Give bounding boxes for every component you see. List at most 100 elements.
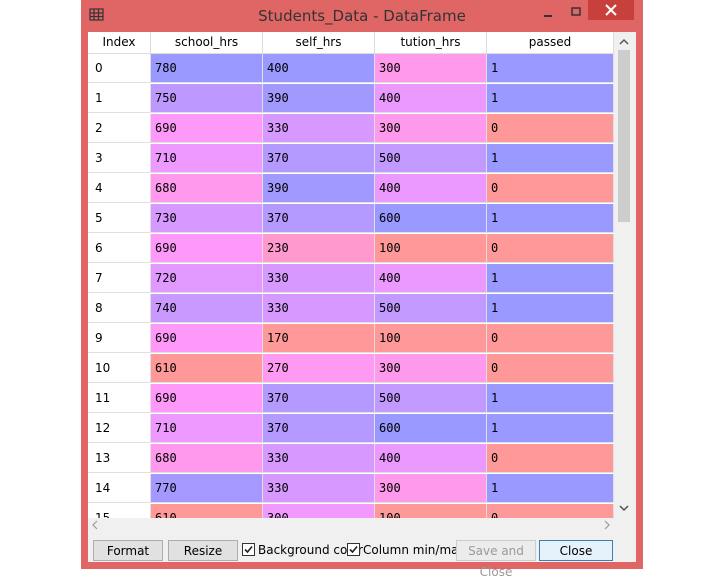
table-cell: 720	[151, 264, 263, 293]
table-cell: 300	[375, 474, 487, 503]
column-header: school_hrs	[151, 32, 263, 54]
row-index: 4	[88, 174, 151, 203]
row-index: 12	[88, 414, 151, 443]
table-cell: 500	[375, 384, 487, 413]
row-index: 7	[88, 264, 151, 293]
table-cell: 690	[151, 114, 263, 143]
table-cell: 1	[487, 414, 614, 443]
table-cell: 1	[487, 264, 614, 293]
table-cell: 750	[151, 84, 263, 113]
data-table: Index school_hrs self_hrs tution_hrs passed 0…	[88, 32, 614, 518]
table-cell: 690	[151, 324, 263, 353]
table-cell: 300	[375, 54, 487, 83]
table-cell: 100	[375, 234, 487, 263]
table-cell: 1	[487, 144, 614, 173]
check-box[interactable]	[347, 543, 360, 556]
page: Students_Data - DataFrame Index school_hr…	[81, 0, 643, 579]
row-index: 9	[88, 324, 151, 353]
row-index: 8	[88, 294, 151, 323]
table-cell: 780	[151, 54, 263, 83]
table-cell: 500	[375, 144, 487, 173]
table-cell: 400	[375, 174, 487, 203]
table-cell: 100	[375, 504, 487, 518]
table-cell: 170	[263, 324, 375, 353]
table-cell: 1	[487, 294, 614, 323]
table-cell: 680	[151, 444, 263, 473]
table-cell: 710	[151, 144, 263, 173]
table-cell: 0	[487, 114, 614, 143]
table-cell: 330	[263, 114, 375, 143]
checkbox-label: Column min/max	[363, 543, 466, 557]
table-cell: 770	[151, 474, 263, 503]
row-index: 3	[88, 144, 151, 173]
table-cell: 400	[375, 264, 487, 293]
table-cell: 610	[151, 354, 263, 383]
table-cell: 300	[375, 354, 487, 383]
table-cell: 610	[151, 504, 263, 518]
table-cell: 330	[263, 294, 375, 323]
table-cell: 330	[263, 264, 375, 293]
row-index: 0	[88, 54, 151, 83]
check-box[interactable]	[242, 543, 255, 556]
close-button[interactable]: Close	[539, 540, 613, 561]
client-area: Index school_hrs self_hrs tution_hrs passed 0…	[88, 32, 636, 579]
table-cell: 1	[487, 84, 614, 113]
table-cell: 400	[375, 444, 487, 473]
horizontal-scrollbar[interactable]	[88, 518, 614, 532]
row-index: 6	[88, 234, 151, 263]
table-cell: 330	[263, 444, 375, 473]
column-header: self_hrs	[263, 32, 375, 54]
background-color-checkbox[interactable]: Background color	[242, 542, 363, 558]
table-cell: 370	[263, 414, 375, 443]
table-cell: 0	[487, 234, 614, 263]
table-cell: 230	[263, 234, 375, 263]
table-cell: 680	[151, 174, 263, 203]
title-bar: Students_Data - DataFrame	[81, 0, 643, 32]
table-cell: 600	[375, 204, 487, 233]
resize-button[interactable]: Resize	[168, 540, 238, 561]
table-cell: 390	[263, 84, 375, 113]
app-icon	[89, 8, 104, 21]
table-cell: 370	[263, 144, 375, 173]
table-cell: 370	[263, 204, 375, 233]
row-index: 13	[88, 444, 151, 473]
window: Students_Data - DataFrame Index school_hr…	[81, 0, 643, 579]
table-cell: 270	[263, 354, 375, 383]
table-cell: 0	[487, 444, 614, 473]
table-cell: 600	[375, 414, 487, 443]
table-cell: 710	[151, 414, 263, 443]
save-close-button: Save and Close	[456, 540, 536, 579]
row-index: 2	[88, 114, 151, 143]
table-cell: 0	[487, 504, 614, 518]
checkbox-label: Background color	[258, 543, 363, 557]
close-x	[605, 4, 617, 16]
column-header: passed	[487, 32, 614, 54]
vertical-scrollbar[interactable]	[614, 32, 634, 518]
table-cell: 400	[263, 54, 375, 83]
table-cell: 1	[487, 474, 614, 503]
row-index: 10	[88, 354, 151, 383]
table-cell: 730	[151, 204, 263, 233]
format-button[interactable]: Format	[93, 540, 163, 561]
row-index: 1	[88, 84, 151, 113]
column-minmax-checkbox[interactable]: Column min/max	[347, 542, 466, 558]
table-cell: 300	[375, 114, 487, 143]
column-header: Index	[88, 32, 151, 54]
table-cell: 390	[263, 174, 375, 203]
row-index: 15	[88, 504, 151, 518]
table-cell: 370	[263, 384, 375, 413]
table-cell: 1	[487, 384, 614, 413]
table-cell: 690	[151, 234, 263, 263]
table-cell: 1	[487, 204, 614, 233]
table-cell: 500	[375, 294, 487, 323]
row-index: 11	[88, 384, 151, 413]
row-index: 14	[88, 474, 151, 503]
table-cell: 0	[487, 324, 614, 353]
column-header: tution_hrs	[375, 32, 487, 54]
title-icons	[89, 0, 634, 21]
table-cell: 100	[375, 324, 487, 353]
table-cell: 0	[487, 174, 614, 203]
table-cell: 1	[487, 54, 614, 83]
maximize-button[interactable]	[571, 7, 581, 16]
table-cell: 740	[151, 294, 263, 323]
